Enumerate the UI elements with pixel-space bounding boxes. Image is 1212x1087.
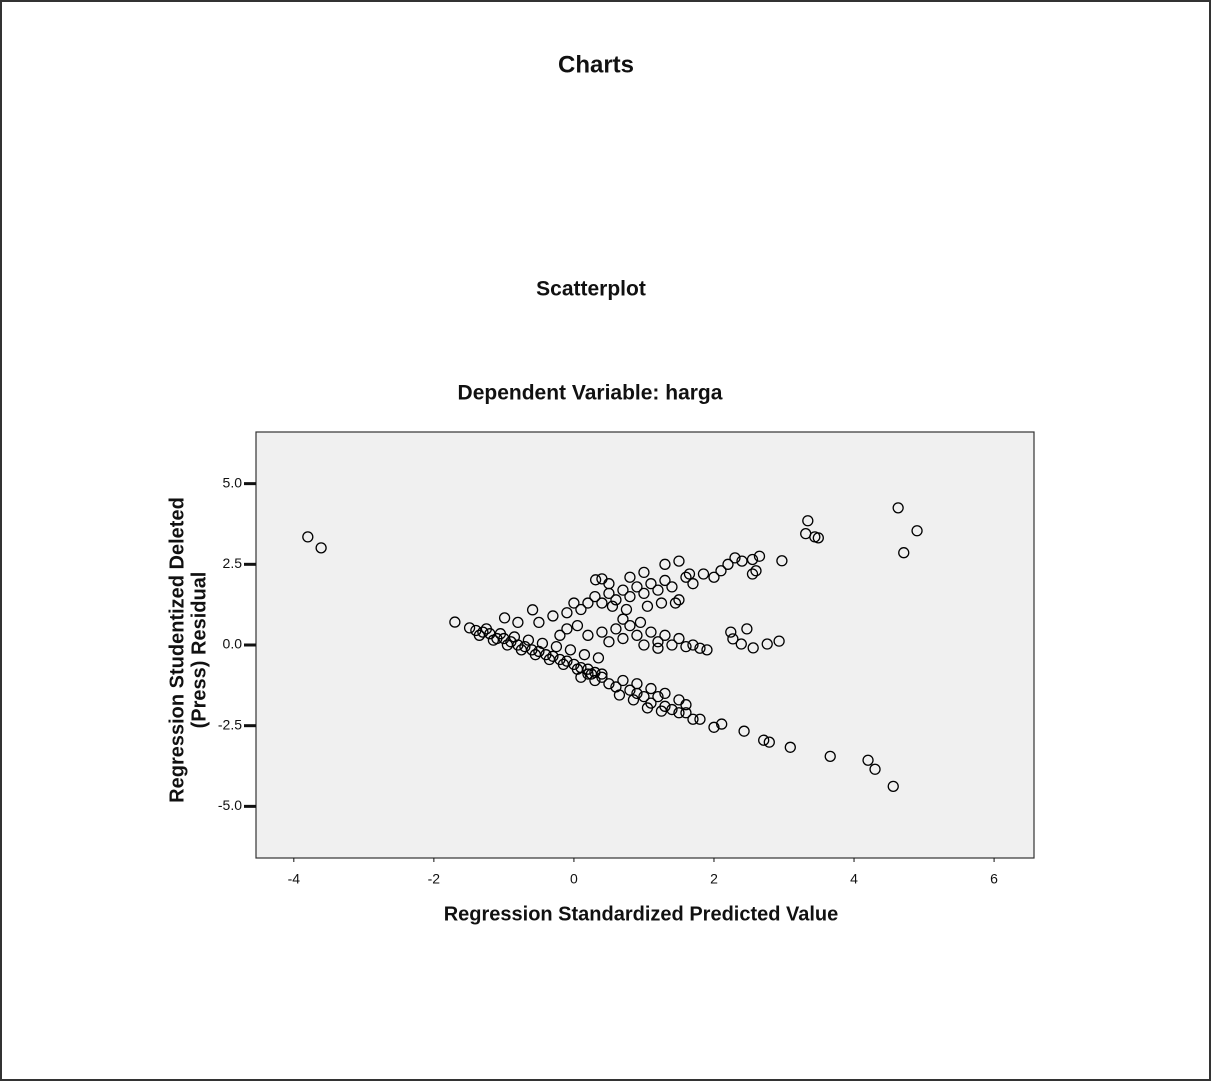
x-tick-label: -4 — [288, 871, 301, 887]
y-axis-label: (Press) Residual — [188, 572, 210, 729]
y-tick-label: 5.0 — [223, 474, 243, 490]
y-axis-label: Regression Studentized Deleted — [166, 497, 188, 803]
chart-title: Scatterplot — [536, 278, 646, 301]
y-tick-label: 2.5 — [223, 555, 243, 571]
x-axis-label: Regression Standardized Predicted Value — [444, 903, 839, 925]
y-tick-label: -2.5 — [218, 716, 242, 732]
x-tick-label: 4 — [850, 871, 858, 887]
x-tick-label: -2 — [428, 871, 441, 887]
page: {"heading": "Charts", "chart_data": { "t… — [0, 0, 1212, 1082]
x-tick-label: 2 — [710, 871, 718, 887]
chart-subtitle: Dependent Variable: harga — [458, 382, 723, 405]
chart: Charts Scatterplot Dependent Variable: h… — [0, 0, 1212, 1082]
x-tick-label: 6 — [990, 871, 998, 887]
x-tick-label: 0 — [570, 871, 578, 887]
page-heading: Charts — [558, 51, 634, 78]
plot-area — [256, 432, 1034, 858]
y-tick-label: -5.0 — [218, 797, 242, 813]
y-tick-label: 0.0 — [223, 636, 243, 652]
